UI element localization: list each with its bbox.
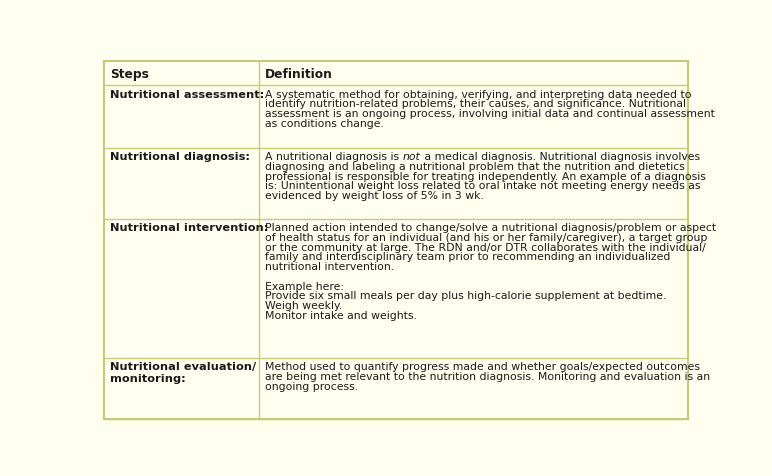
Text: are being met relevant to the nutrition diagnosis. Monitoring and evaluation is : are being met relevant to the nutrition … <box>266 371 710 381</box>
Text: of health status for an individual (and his or her family/caregiver), a target g: of health status for an individual (and … <box>266 232 708 242</box>
Text: evidenced by weight loss of 5% in 3 wk.: evidenced by weight loss of 5% in 3 wk. <box>266 191 484 201</box>
Text: nutritional intervention.: nutritional intervention. <box>266 261 394 271</box>
Text: Method used to quantify progress made and whether goals/expected outcomes: Method used to quantify progress made an… <box>266 362 700 372</box>
Text: A nutritional diagnosis is: A nutritional diagnosis is <box>266 152 403 162</box>
Text: Nutritional diagnosis:: Nutritional diagnosis: <box>110 152 249 162</box>
Text: is: Unintentional weight loss related to oral intake not meeting energy needs as: is: Unintentional weight loss related to… <box>266 181 701 191</box>
Text: Example here:: Example here: <box>266 281 344 291</box>
Text: not: not <box>403 152 421 162</box>
Text: Nutritional intervention:: Nutritional intervention: <box>110 223 268 233</box>
Text: as conditions change.: as conditions change. <box>266 119 384 129</box>
Text: a medical diagnosis. Nutritional diagnosis involves: a medical diagnosis. Nutritional diagnos… <box>421 152 699 162</box>
Text: professional is responsible for treating independently. An example of a diagnosi: professional is responsible for treating… <box>266 171 706 181</box>
Text: Steps: Steps <box>110 68 148 80</box>
Text: A systematic method for obtaining, verifying, and interpreting data needed to: A systematic method for obtaining, verif… <box>266 89 692 99</box>
Text: Planned action intended to change/solve a nutritional diagnosis/problem or aspec: Planned action intended to change/solve … <box>266 223 716 233</box>
Text: identify nutrition-related problems, their causes, and significance. Nutritional: identify nutrition-related problems, the… <box>266 99 686 109</box>
Text: Monitor intake and weights.: Monitor intake and weights. <box>266 310 417 320</box>
Text: Definition: Definition <box>266 68 333 80</box>
Text: Provide six small meals per day plus high-calorie supplement at bedtime.: Provide six small meals per day plus hig… <box>266 291 666 301</box>
Text: Weigh weekly.: Weigh weekly. <box>266 300 343 310</box>
Text: Nutritional assessment:: Nutritional assessment: <box>110 89 264 99</box>
Text: Nutritional evaluation/
monitoring:: Nutritional evaluation/ monitoring: <box>110 362 256 383</box>
Text: family and interdisciplinary team prior to recommending an individualized: family and interdisciplinary team prior … <box>266 252 671 262</box>
Text: diagnosing and labeling a nutritional problem that the nutrition and dietetics: diagnosing and labeling a nutritional pr… <box>266 162 685 171</box>
Text: ongoing process.: ongoing process. <box>266 381 358 391</box>
Text: or the community at large. The RDN and/or DTR collaborates with the individual/: or the community at large. The RDN and/o… <box>266 242 706 252</box>
Text: assessment is an ongoing process, involving initial data and continual assessmen: assessment is an ongoing process, involv… <box>266 109 715 119</box>
